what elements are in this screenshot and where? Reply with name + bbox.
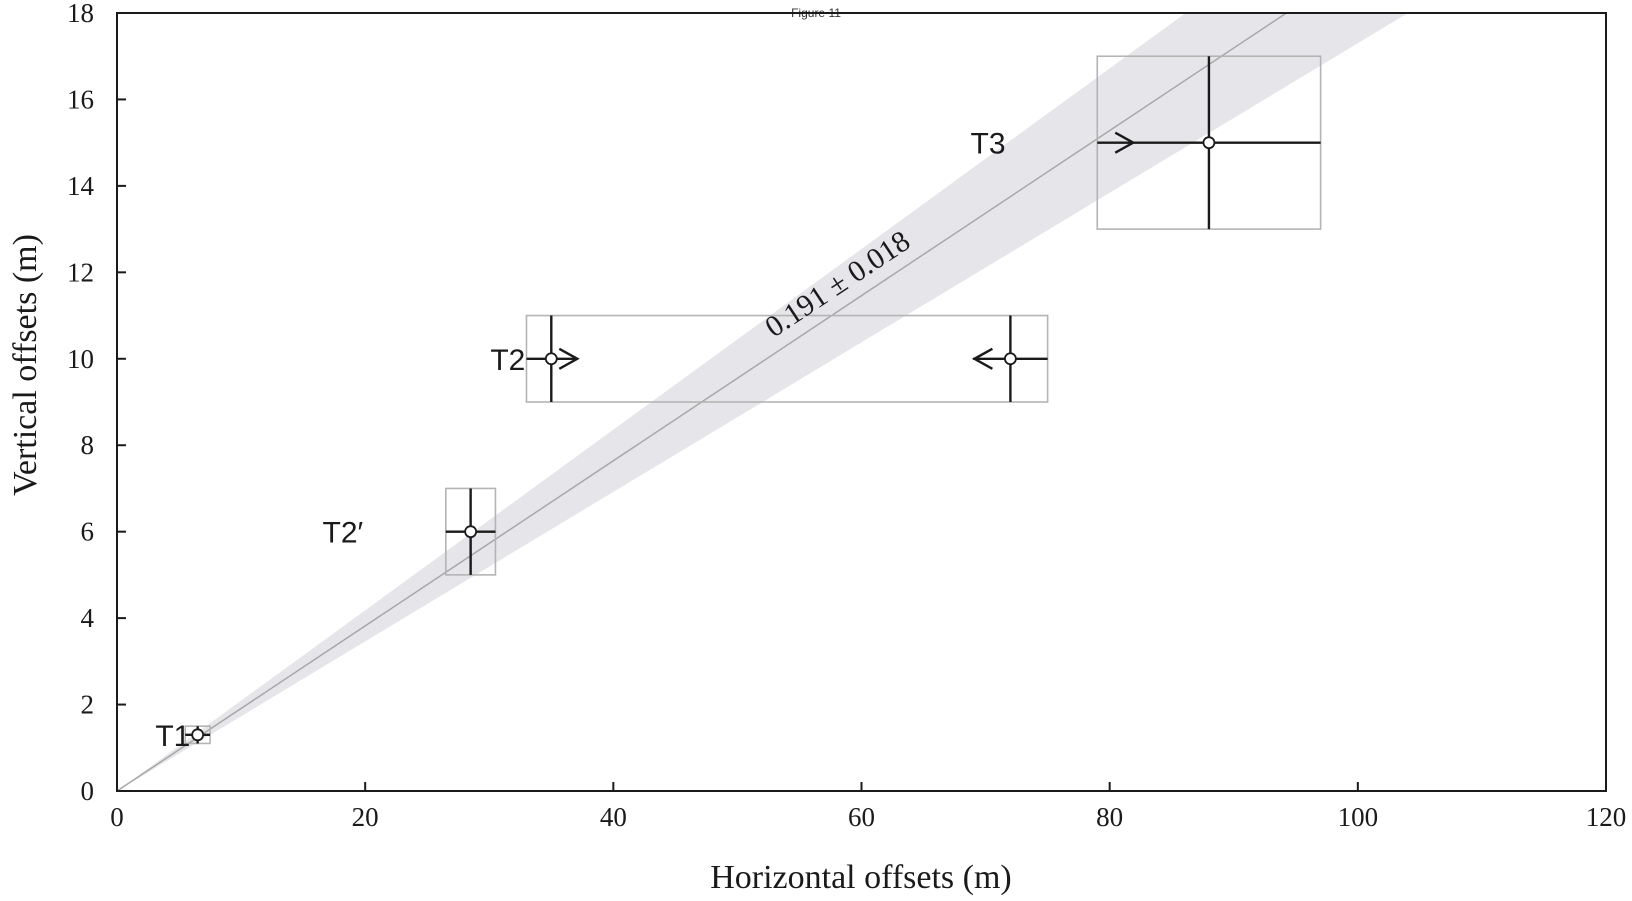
y-tick-label: 8: [81, 430, 95, 460]
x-tick-label: 120: [1586, 802, 1627, 832]
x-axis-title: Horizontal offsets (m): [710, 859, 1012, 896]
x-tick-label: 60: [848, 802, 875, 832]
terrace-label: T2: [490, 344, 525, 377]
direction-arrow: [558, 347, 580, 370]
y-tick-label: 18: [67, 0, 94, 28]
y-tick-label: 12: [67, 257, 94, 287]
data-point: [544, 352, 558, 366]
data-point: [1202, 136, 1216, 150]
uncertainty-band: [117, 13, 1409, 791]
x-tick-label: 80: [1096, 802, 1123, 832]
y-axis-title: Vertical offsets (m): [7, 234, 44, 496]
fit-line: [117, 13, 1288, 791]
x-tick-label: 20: [352, 802, 379, 832]
direction-arrow: [1114, 131, 1136, 154]
terrace-label: T2′: [323, 517, 364, 550]
x-tick-label: 100: [1338, 802, 1379, 832]
y-tick-label: 2: [81, 690, 95, 720]
data-point: [191, 728, 205, 742]
terrace-label: T3: [971, 128, 1006, 161]
data-point: [1004, 352, 1017, 366]
y-tick-label: 16: [67, 84, 94, 114]
y-tick-label: 6: [81, 517, 95, 547]
direction-arrow: [971, 347, 993, 370]
y-tick-label: 10: [67, 344, 94, 374]
y-tick-label: 14: [67, 171, 95, 201]
x-tick-label: 0: [110, 802, 124, 832]
y-tick-label: 0: [81, 776, 95, 806]
x-tick-label: 40: [600, 802, 627, 832]
data-point: [464, 525, 478, 539]
y-tick-label: 4: [81, 603, 95, 633]
terrace-label: T1: [155, 720, 190, 753]
